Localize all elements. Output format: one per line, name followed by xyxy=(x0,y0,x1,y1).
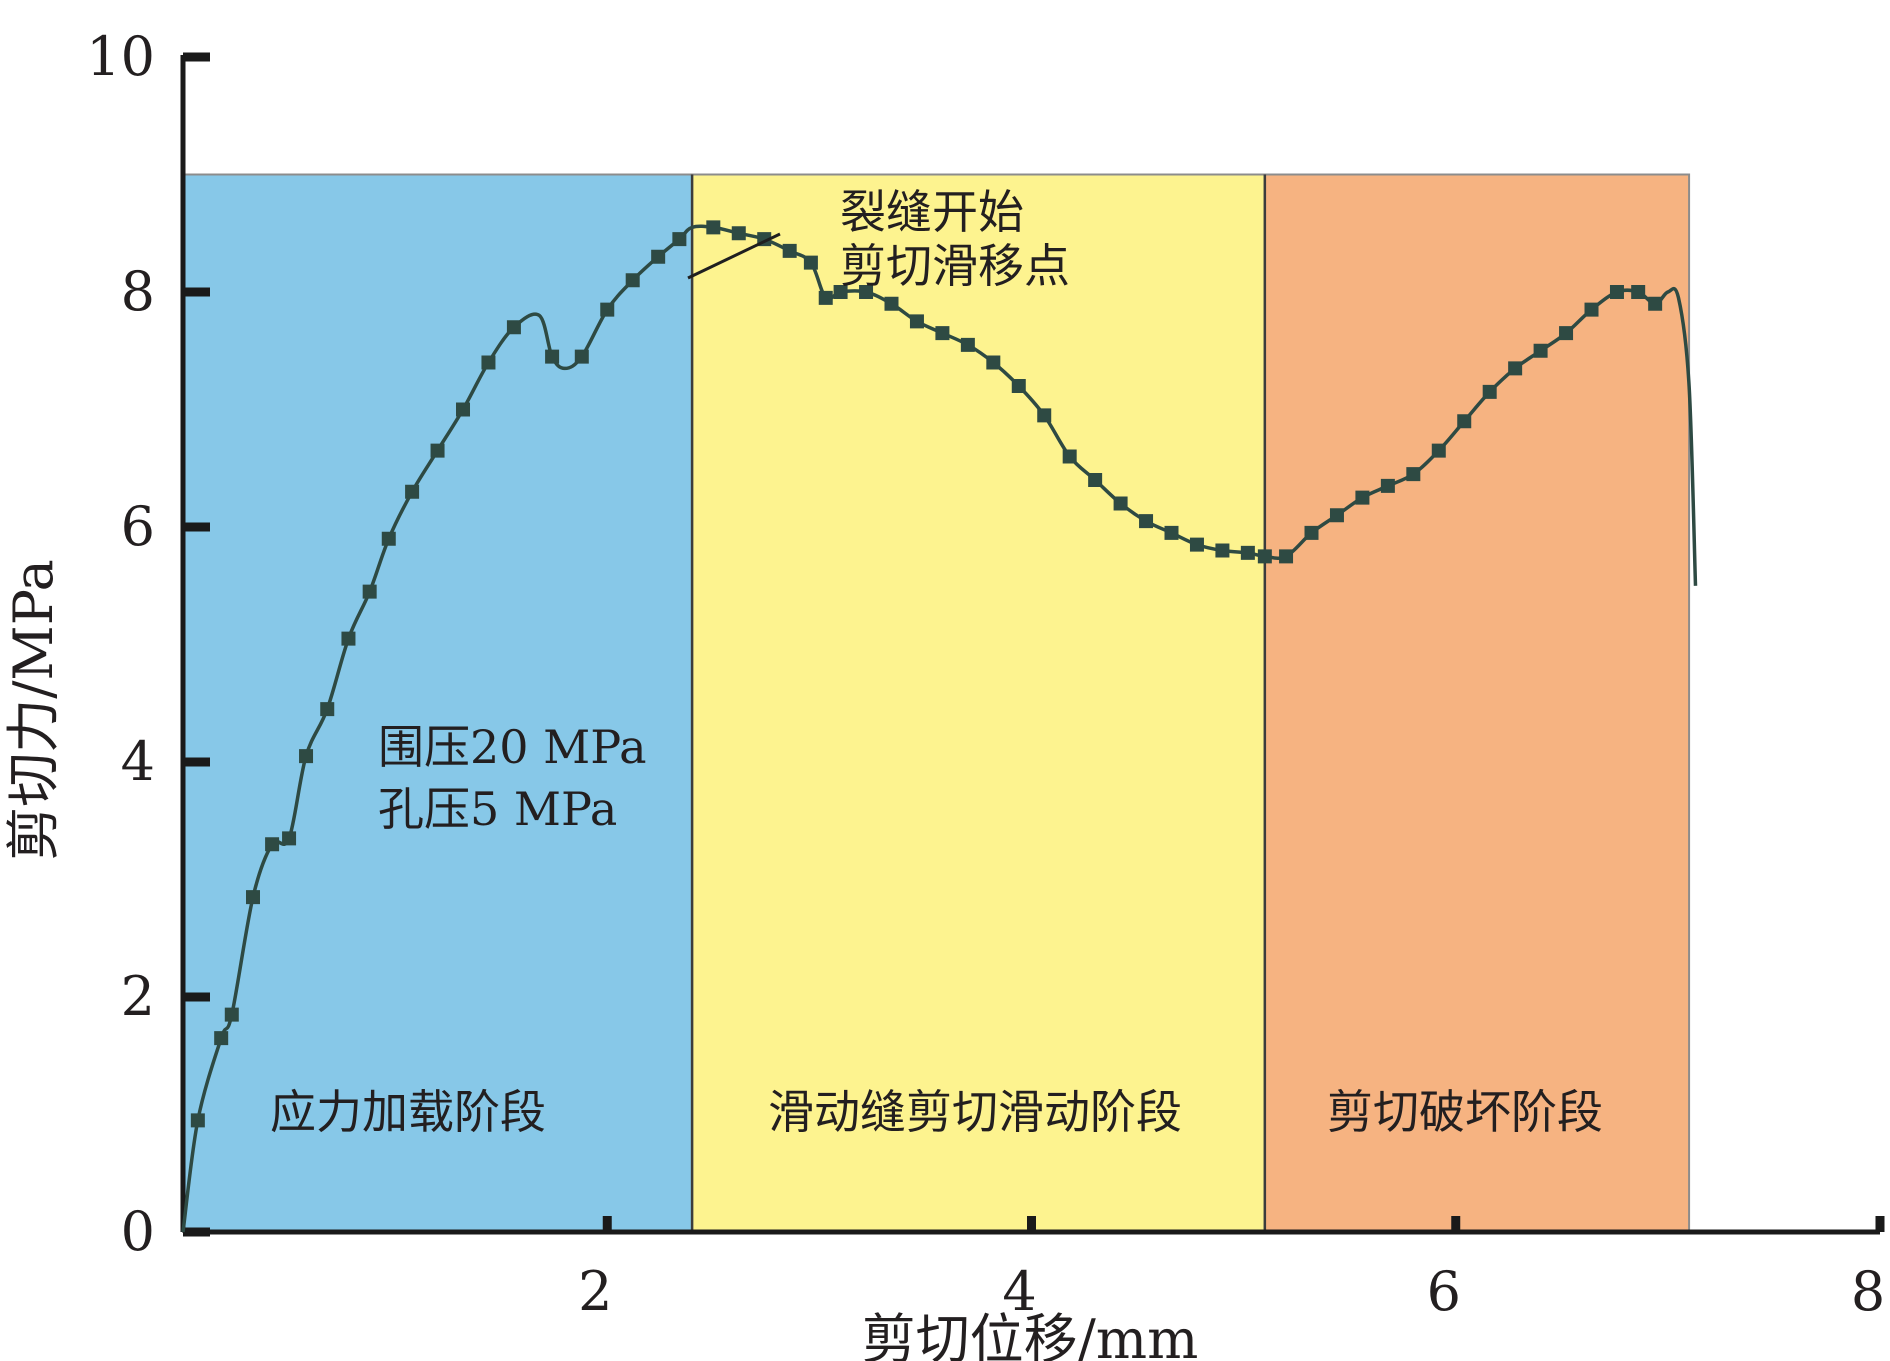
stage-band-1 xyxy=(691,173,1266,1233)
data-point-marker xyxy=(320,702,335,717)
data-point-marker xyxy=(341,631,356,646)
y-tick-label: 10 xyxy=(86,25,155,88)
data-point-marker xyxy=(1139,514,1154,529)
data-point-marker xyxy=(1215,543,1230,558)
data-point-marker xyxy=(1062,449,1077,464)
data-point-marker xyxy=(706,220,721,235)
x-tick-label: 6 xyxy=(1427,1260,1461,1323)
data-point-marker xyxy=(1355,490,1370,505)
data-point-marker xyxy=(224,1007,239,1022)
y-tick-label: 2 xyxy=(121,965,155,1028)
data-point-marker xyxy=(672,232,687,247)
data-point-marker xyxy=(600,302,615,317)
data-point-marker xyxy=(481,355,496,370)
stage-band-0 xyxy=(182,173,694,1233)
data-point-marker xyxy=(506,320,521,335)
data-point-marker xyxy=(1431,443,1446,458)
data-point-marker xyxy=(405,484,420,499)
data-point-marker xyxy=(362,584,377,599)
data-point-marker xyxy=(1011,379,1026,393)
x-axis-title: 剪切位移/mm xyxy=(862,1308,1199,1361)
data-point-marker xyxy=(1329,508,1344,523)
data-point-marker xyxy=(884,296,899,311)
crack-point-pointer xyxy=(687,232,781,280)
data-point-marker xyxy=(1648,296,1663,311)
y-axis-title: 剪切力/MPa xyxy=(2,559,65,861)
x-tick-label: 8 xyxy=(1851,1260,1885,1323)
data-point-marker xyxy=(1113,496,1128,511)
y-tick-label: 0 xyxy=(121,1200,155,1263)
y-tick-label: 8 xyxy=(121,260,155,323)
data-point-marker xyxy=(574,349,589,364)
data-point-marker xyxy=(1380,478,1395,493)
data-point-marker xyxy=(1279,549,1294,564)
data-point-marker xyxy=(651,249,666,264)
data-point-marker xyxy=(1533,343,1548,358)
data-point-marker xyxy=(782,243,797,258)
data-point-marker xyxy=(833,285,848,299)
data-point-marker xyxy=(190,1113,205,1128)
y-tick-label: 4 xyxy=(121,730,155,793)
axes: 0 2 4 6 8 10 2 4 6 8 xyxy=(86,25,1885,1323)
data-point-marker xyxy=(1406,467,1421,482)
data-point-marker xyxy=(1037,408,1052,423)
crack-start-label: 裂缝开始 xyxy=(840,185,1024,239)
data-point-marker xyxy=(381,531,396,546)
data-point-marker xyxy=(859,285,874,299)
data-point-marker xyxy=(1304,525,1319,540)
curve-markers xyxy=(190,220,1663,1128)
pore-pressure-label: 孔压5 MPa xyxy=(378,782,617,836)
data-point-marker xyxy=(1088,473,1103,487)
data-point-marker xyxy=(1584,302,1599,317)
data-point-marker xyxy=(986,355,1001,370)
data-point-marker xyxy=(1609,285,1624,299)
data-point-marker xyxy=(935,326,950,341)
data-point-marker xyxy=(265,837,280,852)
x-tick-label: 2 xyxy=(578,1260,612,1323)
data-point-marker xyxy=(1189,537,1204,552)
data-point-marker xyxy=(214,1031,229,1046)
data-point-marker xyxy=(1257,549,1272,564)
data-point-marker xyxy=(246,890,261,905)
confining-pressure-label: 围压20 MPa xyxy=(378,720,647,774)
stage-label-failure: 剪切破坏阶段 xyxy=(1327,1085,1603,1139)
x-tick-label: 4 xyxy=(1002,1260,1036,1323)
data-point-marker xyxy=(909,314,924,329)
data-point-marker xyxy=(625,273,640,288)
data-point-marker xyxy=(430,443,445,458)
data-point-marker xyxy=(1508,361,1523,376)
data-point-marker xyxy=(299,749,314,764)
data-point-marker xyxy=(1482,384,1497,399)
data-point-marker xyxy=(731,226,746,241)
y-tick-label: 6 xyxy=(121,495,155,558)
data-point-marker xyxy=(1457,414,1472,429)
stage-band-2 xyxy=(1263,173,1691,1233)
data-point-marker xyxy=(1164,525,1179,540)
data-point-marker xyxy=(545,349,560,364)
data-point-marker xyxy=(960,337,975,352)
data-point-marker xyxy=(803,255,818,270)
stage-label-sliding: 滑动缝剪切滑动阶段 xyxy=(768,1085,1182,1139)
data-point-marker xyxy=(1631,285,1646,299)
data-point-marker xyxy=(456,402,471,417)
stage-label-loading: 应力加载阶段 xyxy=(270,1085,546,1139)
data-point-marker xyxy=(282,831,297,846)
data-point-marker xyxy=(1559,326,1574,341)
shear-slip-point-label: 剪切滑移点 xyxy=(840,239,1070,293)
data-point-marker xyxy=(1240,545,1255,560)
data-point-marker xyxy=(818,290,833,305)
